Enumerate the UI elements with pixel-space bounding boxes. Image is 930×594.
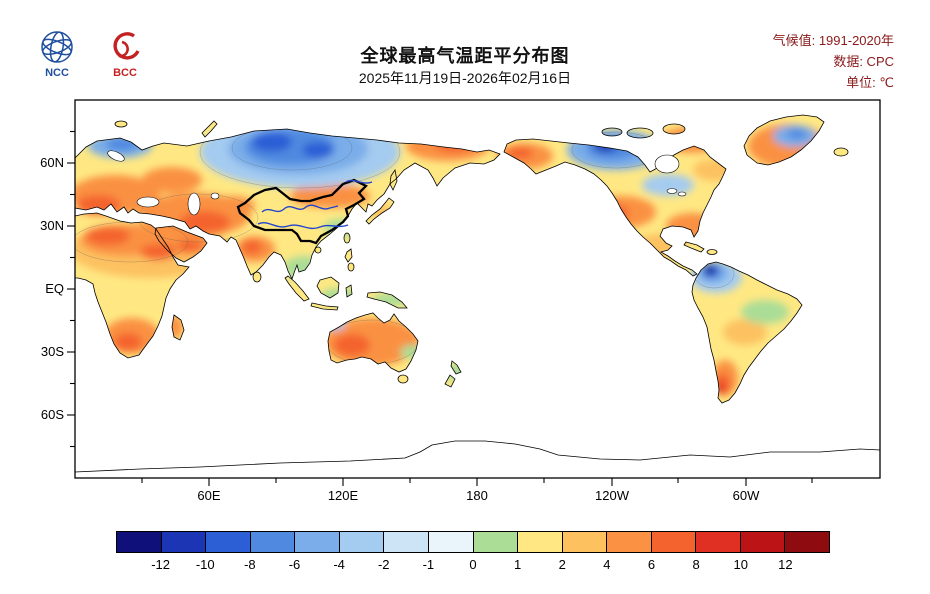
colorbar-segment — [428, 532, 474, 552]
axis-ticks — [67, 130, 813, 486]
colorbar-tick-label: -2 — [377, 557, 390, 572]
data-source-note: 数据: CPC — [833, 54, 894, 69]
logo-group: NCC BCC — [30, 28, 152, 80]
lat-axis-labels: 60N 30N EQ 30S 60S — [40, 155, 64, 422]
colorbar-segment — [607, 532, 652, 552]
ncc-globe-icon — [41, 31, 73, 63]
colorbar-labels: -12 -10 -8 -6 -4 -2 -1 0 1 2 4 6 8 10 12 — [116, 557, 830, 575]
bcc-logo-label: BCC — [113, 67, 137, 79]
lat-tick-label: 60N — [40, 155, 64, 170]
unit-note: 单位: ℃ — [846, 75, 894, 90]
colorbar-segment — [651, 532, 697, 552]
lon-axis-labels: 60E 120E 180 120W 60W — [197, 488, 760, 503]
china-rivers — [257, 179, 373, 230]
colorbar-segment — [161, 532, 207, 552]
date-range: 2025年11月19日-2026年02月16日 — [358, 70, 572, 86]
page-title: 全球最高气温距平分布图 — [360, 46, 570, 66]
info-block: 气候值: 1991-2020年 数据: CPC 单位: ℃ — [773, 30, 894, 93]
colorbar: -12 -10 -8 -6 -4 -2 -1 0 1 2 4 6 8 10 12 — [116, 531, 830, 575]
antarctica-coast — [74, 440, 881, 479]
inland-seas — [107, 150, 687, 216]
colorbar-tick-label: -12 — [151, 557, 171, 572]
colorbar-tick-label: 10 — [733, 557, 748, 572]
colorbar-segment — [696, 532, 741, 552]
colorbar-segments — [116, 531, 830, 553]
colorbar-tick-label: 6 — [647, 557, 656, 572]
bcc-logo: BCC — [113, 32, 140, 79]
colorbar-tick-label: 4 — [603, 557, 611, 572]
colorbar-tick-label: -1 — [422, 557, 435, 572]
colorbar-tick-label: 8 — [692, 557, 700, 572]
colorbar-segment — [785, 532, 829, 552]
colorbar-tick-label: 12 — [778, 557, 793, 572]
anomaly-map: 60N 30N EQ 30S 60S 60E 120E 180 120W 60W — [40, 99, 881, 503]
colorbar-tick-label: -4 — [333, 557, 345, 572]
colorbar-segment — [295, 532, 340, 552]
lon-tick-label: 60E — [197, 488, 220, 503]
colorbar-tick-label: 1 — [514, 557, 522, 572]
colorbar-segment — [206, 532, 251, 552]
colorbar-segment — [518, 532, 563, 552]
colorbar-tick-label: -10 — [195, 557, 215, 572]
ncc-logo: NCC — [41, 31, 73, 79]
colorbar-tick-label: -6 — [288, 557, 301, 572]
colorbar-segment — [117, 532, 162, 552]
ncc-logo-label: NCC — [45, 67, 69, 79]
lat-tick-label: EQ — [45, 281, 64, 296]
colorbar-segment — [250, 532, 296, 552]
lon-tick-label: 120W — [595, 488, 630, 503]
colorbar-tick-label: 0 — [469, 557, 477, 572]
lon-tick-label: 60W — [733, 488, 760, 503]
colorbar-segment — [339, 532, 385, 552]
lat-tick-label: 60S — [41, 407, 64, 422]
colorbar-segment — [740, 532, 786, 552]
colorbar-segment — [562, 532, 608, 552]
china-border — [236, 178, 368, 245]
lat-tick-label: 30S — [41, 344, 64, 359]
colorbar-segment — [473, 532, 519, 552]
bcc-swirl-icon — [113, 32, 140, 60]
climatology-note: 气候值: 1991-2020年 — [772, 33, 894, 48]
colorbar-tick-label: -8 — [244, 557, 256, 572]
colorbar-tick-label: 2 — [558, 557, 566, 572]
anomaly-field — [75, 115, 848, 403]
lon-tick-label: 120E — [328, 488, 359, 503]
colorbar-segment — [384, 532, 429, 552]
lon-tick-label: 180 — [466, 488, 488, 503]
lat-tick-label: 30N — [40, 218, 64, 233]
